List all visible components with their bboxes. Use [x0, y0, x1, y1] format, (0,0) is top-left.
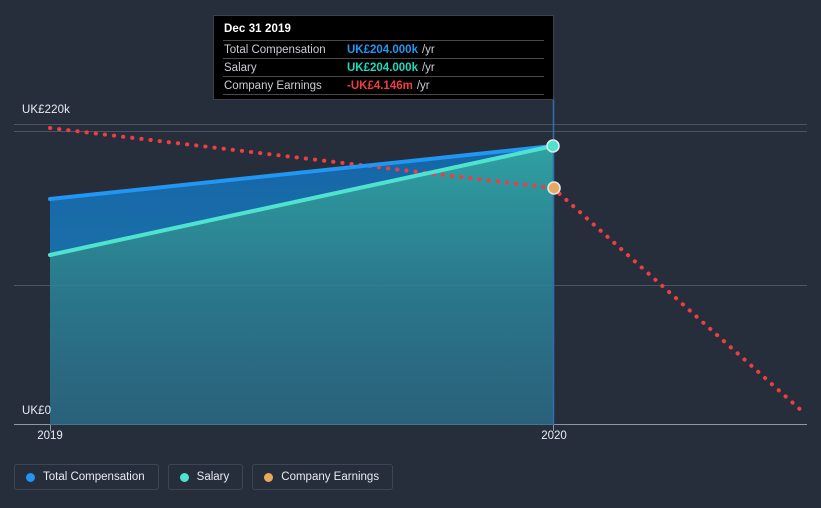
chart-legend: Total Compensation Salary Company Earnin…	[14, 464, 394, 490]
x-tick-label-2019: 2019	[37, 430, 63, 442]
legend-label-total-compensation: Total Compensation	[43, 471, 145, 483]
legend-label-company-earnings: Company Earnings	[281, 471, 380, 483]
x-axis-ticks	[50, 425, 554, 431]
tooltip-label-company-earnings: Company Earnings	[224, 79, 322, 92]
legend-dot-icon-total-compensation	[26, 472, 35, 482]
tooltip-unit-salary: /yr	[421, 61, 435, 74]
salary-marker[interactable]	[546, 139, 560, 153]
salary-area	[50, 146, 553, 425]
tooltip-value-total-compensation: UK£204.000k	[347, 43, 418, 56]
chart-plot-area[interactable]	[0, 0, 821, 455]
chart-tooltip: Dec 31 2019 Total Compensation UK£204.00…	[213, 15, 554, 100]
tooltip-value-salary: UK£204.000k	[347, 61, 418, 74]
tooltip-label-salary: Salary	[224, 61, 257, 74]
legend-label-salary: Salary	[196, 471, 230, 483]
tooltip-label-total-compensation: Total Compensation	[224, 43, 326, 56]
legend-item-company-earnings[interactable]: Company Earnings	[252, 464, 394, 490]
x-tick-label-2020: 2020	[541, 430, 567, 442]
total-compensation-line	[48, 144, 555, 201]
tooltip-unit-total-compensation: /yr	[421, 43, 435, 56]
y-axis-zero-label: UK£0	[22, 405, 52, 417]
chart-svg	[14, 98, 807, 431]
tooltip-value-company-earnings: -UK£4.146m	[347, 79, 413, 92]
legend-dot-icon-company-earnings	[264, 472, 274, 482]
tooltip-row-company-earnings: Company Earnings -UK£4.146m /yr	[223, 76, 544, 95]
tooltip-unit-company-earnings: /yr	[416, 79, 430, 92]
salary-line	[48, 144, 555, 257]
tooltip-row-salary: Salary UK£204.000k /yr	[223, 58, 544, 76]
tooltip-row-total-compensation: Total Compensation UK£204.000k /yr	[223, 40, 544, 58]
y-axis-top-label: UK£220k	[22, 104, 71, 116]
legend-item-total-compensation[interactable]: Total Compensation	[14, 464, 159, 490]
company-earnings-marker[interactable]	[547, 181, 561, 195]
tooltip-date-title: Dec 31 2019	[224, 23, 291, 35]
legend-item-salary[interactable]: Salary	[167, 464, 244, 490]
legend-dot-icon-salary	[179, 472, 189, 482]
